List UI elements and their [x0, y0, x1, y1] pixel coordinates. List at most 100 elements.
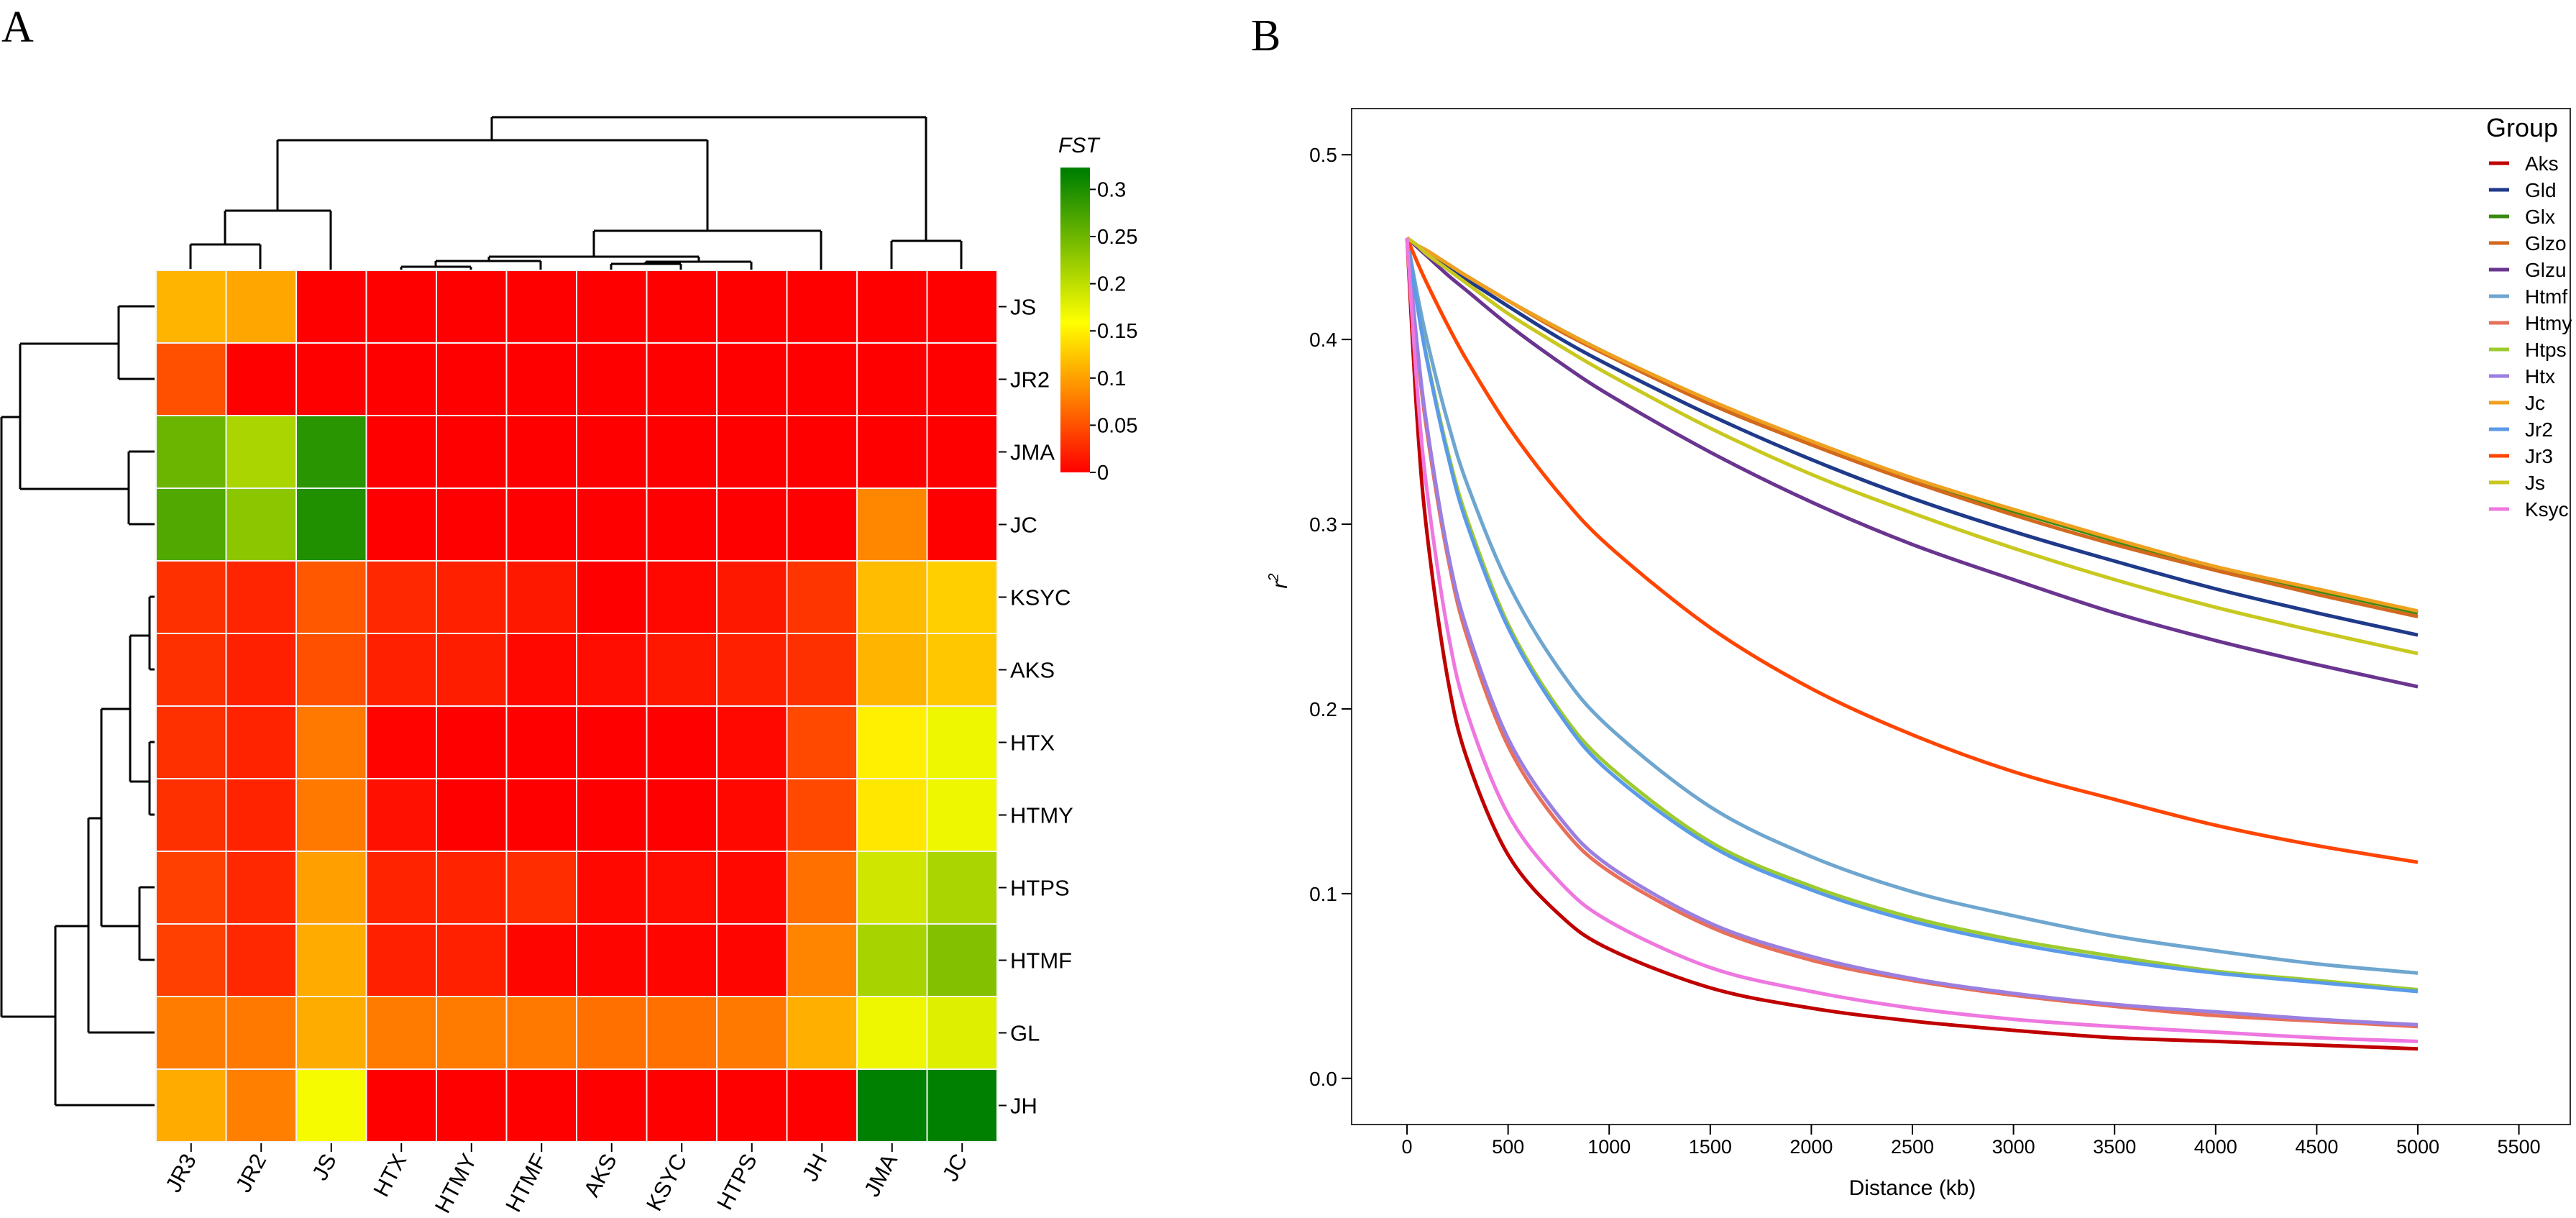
heatmap-cell: [155, 1068, 227, 1143]
heatmap-cell: [926, 996, 998, 1070]
column-label: JR3: [160, 1150, 201, 1196]
x-tick-label: 0: [1402, 1136, 1413, 1158]
x-tick-label: 3500: [2093, 1136, 2136, 1158]
heatmap-cell: [576, 633, 648, 707]
heatmap-cell: [436, 923, 508, 997]
x-tick-label: 500: [1492, 1136, 1524, 1158]
legend-item: Htx: [2525, 365, 2555, 388]
heatmap-cell: [716, 923, 788, 997]
heatmap-cell: [786, 487, 858, 562]
heatmap-cell: [505, 923, 577, 997]
heatmap-cell: [225, 1068, 297, 1143]
heatmap-cell: [295, 1068, 367, 1143]
column-label: JH: [797, 1150, 833, 1186]
row-label: AKS: [1010, 658, 1055, 683]
heatmap-cell: [225, 778, 297, 852]
heatmap-cell: [436, 415, 508, 489]
plot-frame: [1351, 108, 2571, 1125]
row-label: HTMF: [1010, 948, 1072, 974]
series-line-gld: [1406, 236, 2419, 637]
legend-item: Ksyc: [2525, 498, 2569, 521]
heatmap-cell: [576, 560, 648, 634]
axes: 0 500 1000 1500 2000 2500 3000 3500 4000 4500 5000…: [1309, 144, 2541, 1158]
heatmap-cell: [295, 487, 367, 562]
x-axis-label: Distance (kb): [1849, 1176, 1976, 1200]
heatmap-cell: [295, 996, 367, 1070]
series-line-glx: [1406, 236, 2419, 615]
heatmap-cell: [926, 778, 998, 852]
heatmap-cell: [786, 415, 858, 489]
y-tick-label: 0.3: [1309, 513, 1337, 536]
heatmap-cell: [926, 487, 998, 562]
heatmap-cell: [436, 705, 508, 779]
heatmap-cell: [786, 851, 858, 925]
legend-item: Jr3: [2525, 445, 2553, 467]
heatmap-cell: [295, 342, 367, 416]
heatmap-cell: [365, 705, 437, 779]
heatmap-cell: [716, 778, 788, 852]
series-line-jc: [1406, 236, 2419, 613]
heatmap-cell: [155, 560, 227, 634]
heatmap-cell: [505, 487, 577, 562]
heatmap-cell: [856, 1068, 928, 1143]
heatmap-cell: [856, 415, 928, 489]
heatmap-cell: [716, 342, 788, 416]
heatmap-cell: [155, 270, 227, 344]
heatmap-cell: [716, 560, 788, 634]
heatmap-cell: [436, 996, 508, 1070]
y-axis-label: r2: [1266, 573, 1292, 588]
heatmap-cell: [646, 560, 718, 634]
heatmap-cell: [856, 923, 928, 997]
colorbar-tick-label: 0.15: [1097, 320, 1137, 343]
heatmap-cell: [295, 851, 367, 925]
fst-colorbar: FST 0 0.05 0.1 0.15 0.2 0.25 0.3: [1058, 134, 1137, 485]
heatmap-cell: [786, 560, 858, 634]
heatmap-cell: [576, 851, 648, 925]
y-tick-label: 0.1: [1309, 883, 1337, 905]
legend-item: Jc: [2525, 392, 2545, 414]
row-label: JMA: [1010, 440, 1055, 465]
x-tick-label: 5500: [2498, 1136, 2541, 1158]
heatmap-cell: [295, 560, 367, 634]
heatmap-cell: [786, 342, 858, 416]
colorbar-tick-label: 0: [1097, 462, 1109, 485]
heatmap-cell: [716, 415, 788, 489]
heatmap-cell: [926, 1068, 998, 1143]
row-label: JS: [1010, 295, 1036, 320]
heatmap-cell: [295, 778, 367, 852]
heatmap-cell: [225, 487, 297, 562]
heatmap-cell: [436, 778, 508, 852]
legend-item: Htmf: [2525, 285, 2567, 308]
x-tick-label: 2000: [1789, 1136, 1833, 1158]
heatmap-cell: [646, 270, 718, 344]
heatmap-cell: [926, 633, 998, 707]
heatmap-cell: [155, 778, 227, 852]
legend-item: Gld: [2525, 179, 2557, 201]
row-label: JR2: [1010, 367, 1050, 393]
series-line-jr3: [1405, 237, 2419, 864]
heatmap-cell: [505, 560, 577, 634]
column-label: HTPS: [712, 1150, 762, 1214]
series-line-htmf: [1405, 237, 2419, 975]
column-label: HTMY: [430, 1150, 482, 1217]
heatmap-cell: [295, 633, 367, 707]
heatmap-cell: [155, 705, 227, 779]
legend-item: Aks: [2525, 152, 2559, 175]
legend-item: Js: [2525, 472, 2545, 494]
series-line-jr2: [1405, 237, 2419, 994]
colorbar-tick-label: 0.05: [1097, 414, 1137, 437]
heatmap-cell: [505, 633, 577, 707]
heatmap-cell: [576, 705, 648, 779]
series-line-aks: [1405, 237, 2419, 1051]
panel-label-b: B: [1251, 12, 1280, 60]
heatmap-cell: [365, 633, 437, 707]
heatmap-cell: [786, 996, 858, 1070]
heatmap-cell: [646, 851, 718, 925]
series-line-htps: [1405, 237, 2419, 992]
heatmap-cell: [576, 778, 648, 852]
column-label: JC: [938, 1150, 973, 1186]
column-label: JR2: [231, 1150, 272, 1196]
y-tick-label: 0.5: [1309, 144, 1337, 166]
y-tick-label: 0.0: [1309, 1068, 1337, 1090]
legend-item: Htps: [2525, 339, 2567, 361]
